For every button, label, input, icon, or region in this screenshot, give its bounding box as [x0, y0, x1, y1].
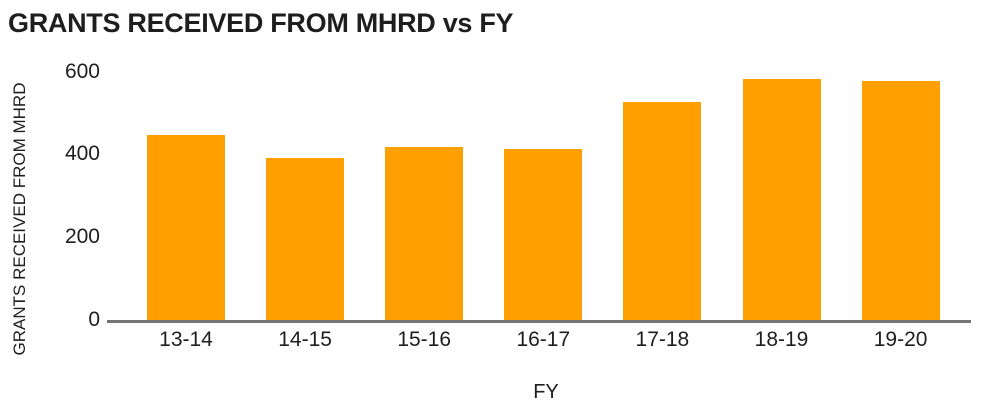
x-tick-label: 14-15: [278, 328, 332, 351]
x-tick-label: 15-16: [397, 328, 452, 351]
bar-18-19: [742, 79, 821, 321]
y-tick-label: 600: [64, 59, 100, 83]
bar-14-15: [266, 157, 345, 321]
x-tick-label: 17-18: [635, 328, 690, 351]
y-tick-label: 200: [64, 224, 100, 248]
y-tick-label: 0: [88, 307, 100, 331]
x-tick-label: 19-20: [873, 328, 928, 351]
chart-title: GRANTS RECEIVED FROM MHRD vs FY: [8, 8, 514, 38]
bar-15-16: [385, 147, 464, 321]
bar-13-14: [147, 135, 225, 321]
x-axis-title: FY: [533, 381, 559, 403]
x-axis-line: [107, 320, 971, 323]
x-tick-label: 16-17: [516, 328, 571, 351]
bar-19-20: [861, 81, 940, 321]
x-tick-label: 13-14: [159, 328, 213, 351]
bar-16-17: [504, 149, 583, 321]
x-tick-label: 18-19: [754, 328, 809, 351]
bar-17-18: [623, 101, 702, 321]
y-tick-label: 400: [64, 142, 100, 166]
